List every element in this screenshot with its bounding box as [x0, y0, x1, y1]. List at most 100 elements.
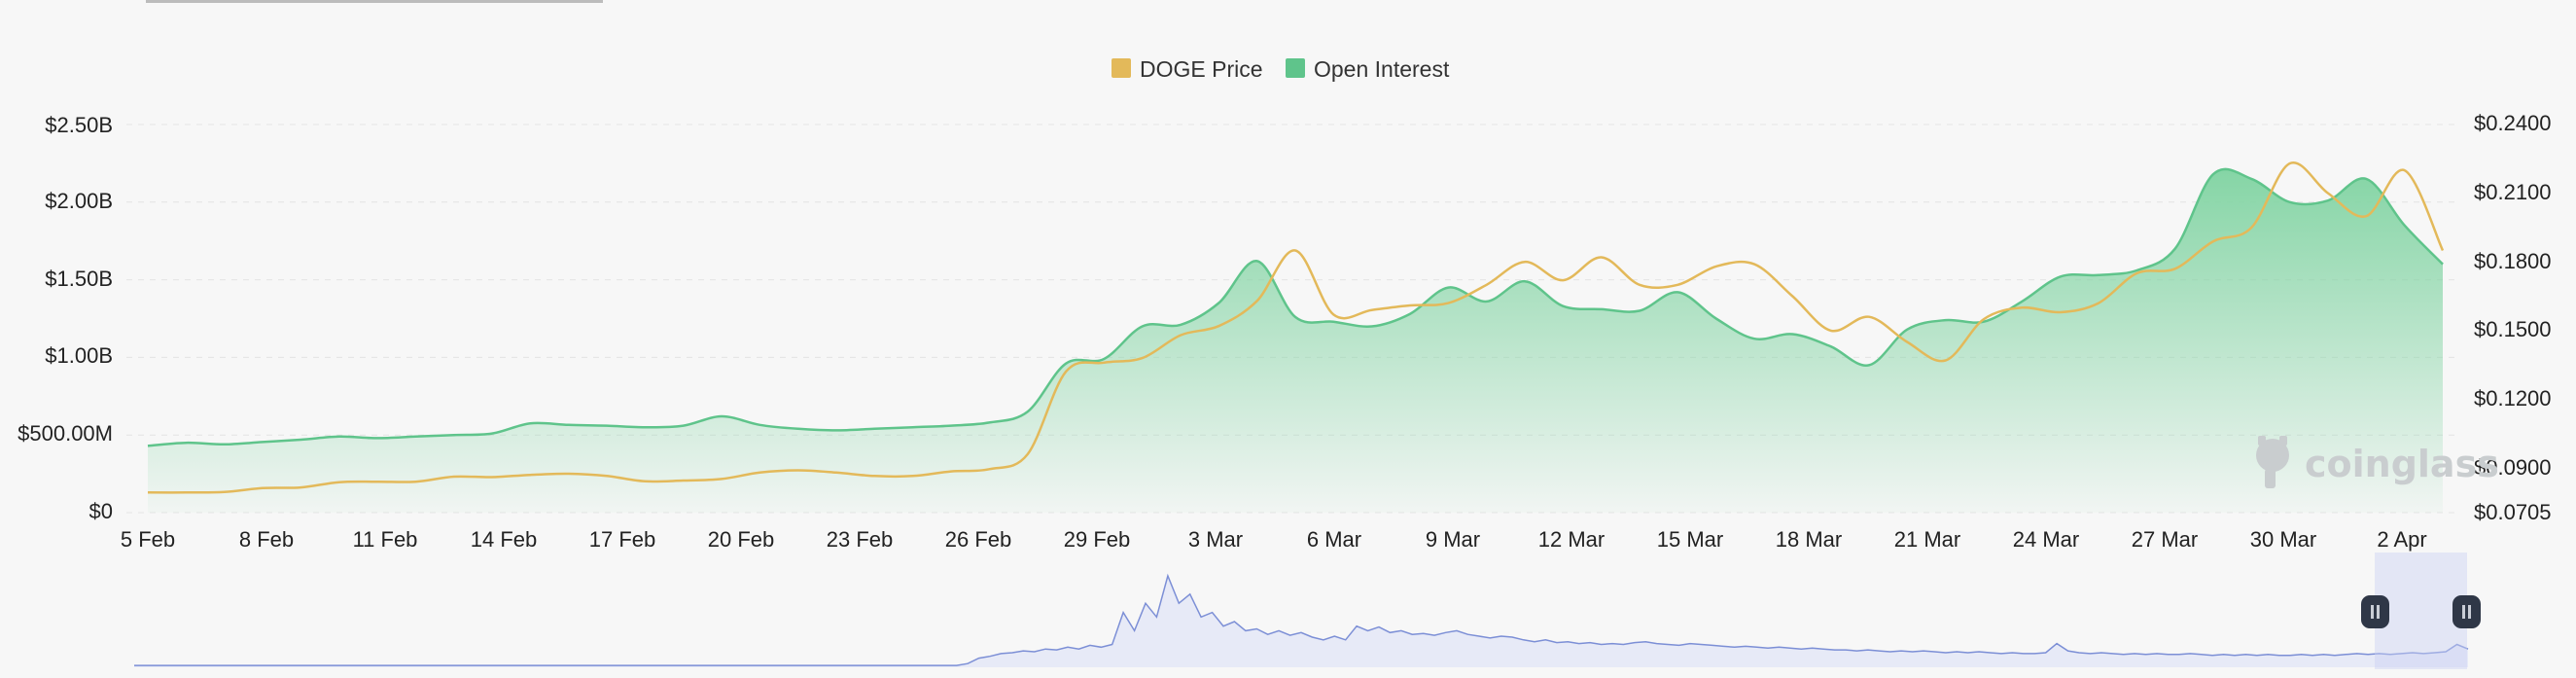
doge-price-point[interactable]: [1599, 255, 1605, 261]
doge-price-point[interactable]: [2096, 301, 2101, 306]
doge-price-point[interactable]: [1369, 307, 1375, 313]
pause-handle-icon[interactable]: [2361, 595, 2389, 628]
doge-price-point[interactable]: [260, 485, 265, 491]
open-interest-point[interactable]: [1751, 336, 1757, 341]
doge-price-point[interactable]: [451, 474, 457, 480]
doge-price-point[interactable]: [1943, 358, 1949, 364]
doge-price-point[interactable]: [2058, 309, 2064, 315]
doge-price-point[interactable]: [1407, 303, 1413, 308]
open-interest-point[interactable]: [986, 419, 992, 425]
doge-price-point[interactable]: [1216, 323, 1221, 329]
doge-price-point[interactable]: [1292, 248, 1298, 254]
open-interest-point[interactable]: [2325, 197, 2331, 203]
open-interest-point[interactable]: [1292, 314, 1298, 320]
doge-price-point[interactable]: [374, 479, 380, 484]
open-interest-point[interactable]: [412, 434, 418, 440]
doge-price-point[interactable]: [2134, 270, 2139, 276]
doge-price-point[interactable]: [795, 468, 801, 474]
open-interest-point[interactable]: [1637, 308, 1642, 314]
open-interest-point[interactable]: [757, 422, 762, 428]
doge-price-point[interactable]: [1904, 339, 1910, 345]
doge-price-point[interactable]: [1254, 298, 1260, 303]
open-interest-point[interactable]: [1828, 343, 1834, 349]
doge-price-point[interactable]: [222, 489, 228, 495]
open-interest-point[interactable]: [451, 432, 457, 438]
legend-item-open-interest[interactable]: Open Interest: [1286, 56, 1450, 82]
open-interest-point[interactable]: [1789, 332, 1795, 338]
open-interest-point[interactable]: [489, 431, 495, 437]
open-interest-point[interactable]: [1025, 409, 1031, 414]
doge-price-point[interactable]: [1637, 282, 1642, 288]
navigator-left-handle[interactable]: [2361, 595, 2389, 628]
open-interest-point[interactable]: [336, 434, 342, 440]
open-interest-point[interactable]: [145, 443, 151, 448]
doge-price-point[interactable]: [489, 475, 495, 481]
doge-price-point[interactable]: [336, 480, 342, 485]
doge-price-point[interactable]: [833, 470, 839, 476]
doge-price-point[interactable]: [1866, 314, 1872, 320]
open-interest-point[interactable]: [1254, 258, 1260, 264]
open-interest-point[interactable]: [642, 424, 648, 430]
doge-price-point[interactable]: [566, 471, 572, 477]
open-interest-point[interactable]: [2096, 272, 2101, 278]
doge-price-point[interactable]: [871, 473, 877, 479]
open-interest-point[interactable]: [222, 442, 228, 447]
open-interest-point[interactable]: [719, 413, 724, 419]
doge-price-point[interactable]: [719, 476, 724, 482]
doge-price-point[interactable]: [2287, 161, 2293, 166]
doge-price-point[interactable]: [183, 489, 189, 495]
doge-price-point[interactable]: [2440, 248, 2446, 254]
doge-price-point[interactable]: [1828, 328, 1834, 334]
open-interest-point[interactable]: [1063, 361, 1069, 367]
doge-price-point[interactable]: [2210, 238, 2216, 244]
doge-price-point[interactable]: [1178, 333, 1183, 339]
doge-price-point[interactable]: [681, 478, 687, 483]
open-interest-point[interactable]: [604, 423, 610, 429]
open-interest-point[interactable]: [1866, 362, 1872, 368]
open-interest-point[interactable]: [1675, 289, 1680, 295]
doge-price-point[interactable]: [2402, 167, 2408, 173]
doge-price-point[interactable]: [298, 484, 303, 490]
open-interest-point[interactable]: [1369, 324, 1375, 330]
open-interest-point[interactable]: [2019, 299, 2025, 304]
open-interest-point[interactable]: [566, 422, 572, 428]
open-interest-point[interactable]: [1560, 303, 1566, 309]
open-interest-point[interactable]: [2172, 246, 2178, 252]
navigator[interactable]: [134, 553, 2481, 669]
doge-price-point[interactable]: [2019, 304, 2025, 310]
navigator-right-handle[interactable]: [2452, 595, 2481, 628]
open-interest-point[interactable]: [1713, 316, 1719, 322]
open-interest-point[interactable]: [183, 440, 189, 446]
doge-price-point[interactable]: [1675, 282, 1680, 288]
open-interest-point[interactable]: [2287, 199, 2293, 205]
open-interest-point[interactable]: [2058, 273, 2064, 279]
doge-price-point[interactable]: [1522, 259, 1528, 265]
doge-price-point[interactable]: [145, 489, 151, 495]
doge-price-point[interactable]: [1101, 360, 1107, 366]
open-interest-point[interactable]: [1178, 322, 1183, 328]
doge-price-point[interactable]: [1713, 264, 1719, 269]
open-interest-point[interactable]: [871, 426, 877, 432]
doge-price-point[interactable]: [1140, 355, 1146, 361]
doge-price-point[interactable]: [910, 473, 916, 479]
open-interest-point[interactable]: [2402, 223, 2408, 229]
open-interest-point[interactable]: [1484, 299, 1490, 304]
pause-handle-icon[interactable]: [2452, 595, 2481, 628]
doge-price-point[interactable]: [1330, 311, 1336, 317]
doge-price-point[interactable]: [1981, 316, 1987, 322]
open-interest-point[interactable]: [2363, 176, 2369, 182]
open-interest-point[interactable]: [1599, 306, 1605, 312]
open-interest-point[interactable]: [527, 420, 533, 426]
doge-price-point[interactable]: [948, 469, 954, 475]
open-interest-point[interactable]: [2440, 262, 2446, 268]
doge-price-point[interactable]: [1025, 451, 1031, 457]
open-interest-point[interactable]: [2248, 176, 2254, 182]
doge-price-point[interactable]: [1751, 262, 1757, 268]
open-interest-point[interactable]: [374, 435, 380, 441]
open-interest-point[interactable]: [1943, 317, 1949, 323]
open-interest-point[interactable]: [2210, 171, 2216, 177]
doge-price-point[interactable]: [1789, 294, 1795, 300]
open-interest-point[interactable]: [1407, 311, 1413, 317]
open-interest-point[interactable]: [1330, 319, 1336, 325]
open-interest-point[interactable]: [1140, 324, 1146, 330]
